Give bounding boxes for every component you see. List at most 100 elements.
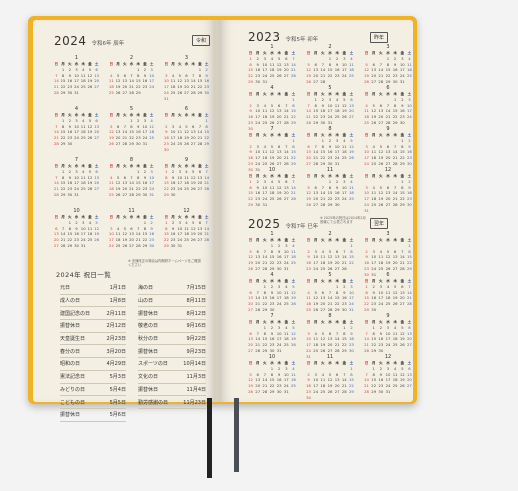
day-cell: 13	[184, 78, 189, 84]
day-cell: 2	[171, 168, 175, 174]
day-cell: 12	[327, 254, 333, 260]
day-cell: 26	[276, 196, 282, 202]
day-cell: 19	[378, 196, 384, 202]
day-cell: 24	[385, 383, 391, 389]
day-cell: 17	[142, 129, 148, 135]
month-label: 12	[384, 354, 392, 360]
day-cell: 2	[277, 365, 281, 371]
day-cell: 14	[204, 174, 210, 180]
day-cell: 12	[276, 61, 282, 67]
day-cell: 20	[276, 155, 282, 161]
day-cell: 12	[399, 330, 405, 336]
day-cell: 13	[53, 231, 59, 237]
month-5: 5 日月火水木金土 1 2 3 4 5 6 7 8 9 10 11 12 13 14 15 16 17 18 19 20 2…	[305, 272, 355, 312]
day-cell: 20	[276, 114, 282, 120]
day-cell: 7	[393, 143, 397, 149]
day-cell: 27	[255, 388, 261, 394]
weekday-label: 水	[386, 51, 390, 55]
day-cell: 4	[88, 219, 92, 225]
empty-cell	[115, 119, 122, 123]
weekday-label: 日	[306, 174, 311, 178]
day-cell: 13	[334, 254, 340, 260]
weekday-label: 火	[177, 113, 182, 117]
empty-cell	[334, 367, 341, 371]
day-cell: 16	[378, 377, 384, 383]
day-cell: 4	[350, 178, 353, 184]
day-cell: 21	[60, 237, 66, 243]
weekday-label: 土	[407, 51, 412, 55]
day-cell: 16	[334, 67, 340, 73]
day-cell: 6	[307, 143, 310, 149]
day-cell: 24	[385, 342, 391, 348]
weekday-label: 水	[328, 238, 332, 242]
weekday-label: 土	[407, 133, 412, 137]
empty-cell	[108, 119, 115, 123]
empty-cell	[170, 68, 177, 72]
day-cell: 30	[406, 160, 412, 166]
day-cell: 21	[364, 342, 369, 348]
weekday-label: 火	[177, 62, 182, 66]
day-cell: 23	[67, 186, 73, 192]
day-cell: 9	[328, 143, 332, 149]
day-cell: 17	[348, 295, 354, 301]
day-cell: 8	[143, 225, 147, 231]
month-label: 9	[386, 126, 390, 132]
weekday-label: 木	[136, 62, 140, 66]
day-cell: 25	[341, 155, 347, 161]
day-cell: 9	[408, 143, 411, 149]
day-cell: 28	[313, 160, 319, 166]
day-cell: 29	[197, 89, 203, 95]
day-cell: 6	[328, 330, 332, 336]
day-cell: 31	[74, 191, 79, 197]
empty-cell	[305, 326, 312, 330]
day-cell: 15	[67, 231, 73, 237]
day-cell: 31	[262, 78, 268, 84]
day-cell: 17	[406, 108, 412, 114]
day-cell: 27	[406, 342, 412, 348]
day-cell: 1	[328, 55, 332, 61]
day-cell: 8	[401, 143, 404, 149]
month-label: 10	[73, 208, 80, 214]
weekday-label: 金	[88, 215, 92, 219]
weekday-label: 木	[335, 238, 339, 242]
day-cell: 28	[283, 160, 289, 166]
day-cell: 22	[348, 260, 354, 266]
day-cell: 15	[60, 129, 66, 135]
day-cell: 20	[122, 84, 128, 90]
day-cell: 18	[341, 149, 347, 155]
day-cell: 4	[285, 324, 288, 330]
weekday-label: 水	[270, 238, 274, 242]
year-title: 2023	[248, 30, 281, 44]
day-cell: 26	[94, 237, 100, 243]
day-cell: 3	[379, 283, 383, 289]
day-cell: 13	[122, 78, 128, 84]
day-cell: 8	[165, 225, 168, 231]
day-cell: 23	[170, 237, 176, 243]
day-cell: 9	[249, 149, 252, 155]
day-cell: 20	[255, 383, 261, 389]
day-cell: 17	[306, 342, 311, 348]
weekday-label: 月	[313, 92, 318, 96]
weekday-label: 木	[191, 215, 195, 219]
day-cell: 20	[385, 196, 391, 202]
day-cell: 4	[81, 117, 85, 123]
holiday-date: 8月11日	[186, 298, 206, 305]
empty-cell	[370, 57, 377, 61]
day-cell: 23	[74, 237, 79, 243]
weekday-label: 木	[393, 92, 397, 96]
day-cell: 4	[263, 102, 267, 108]
day-grid: 日月火水木金土 1 2 3 4 5 6 7 8 9 10 11 12 13 14 15 16 17 18 19 20 21…	[305, 133, 355, 166]
day-cell: 18	[149, 129, 155, 135]
day-cell: 7	[285, 143, 288, 149]
weekday-label: 月	[371, 174, 376, 178]
day-cell: 24	[255, 119, 261, 125]
day-cell: 15	[197, 78, 203, 84]
day-cell: 13	[94, 72, 100, 78]
day-cell: 1	[335, 283, 339, 289]
day-cell: 21	[364, 383, 369, 389]
day-cell: 4	[372, 143, 375, 149]
day-cell: 6	[249, 330, 252, 336]
weekday-label: 日	[306, 320, 311, 324]
day-cell: 16	[67, 180, 73, 186]
day-cell: 30	[306, 394, 311, 400]
